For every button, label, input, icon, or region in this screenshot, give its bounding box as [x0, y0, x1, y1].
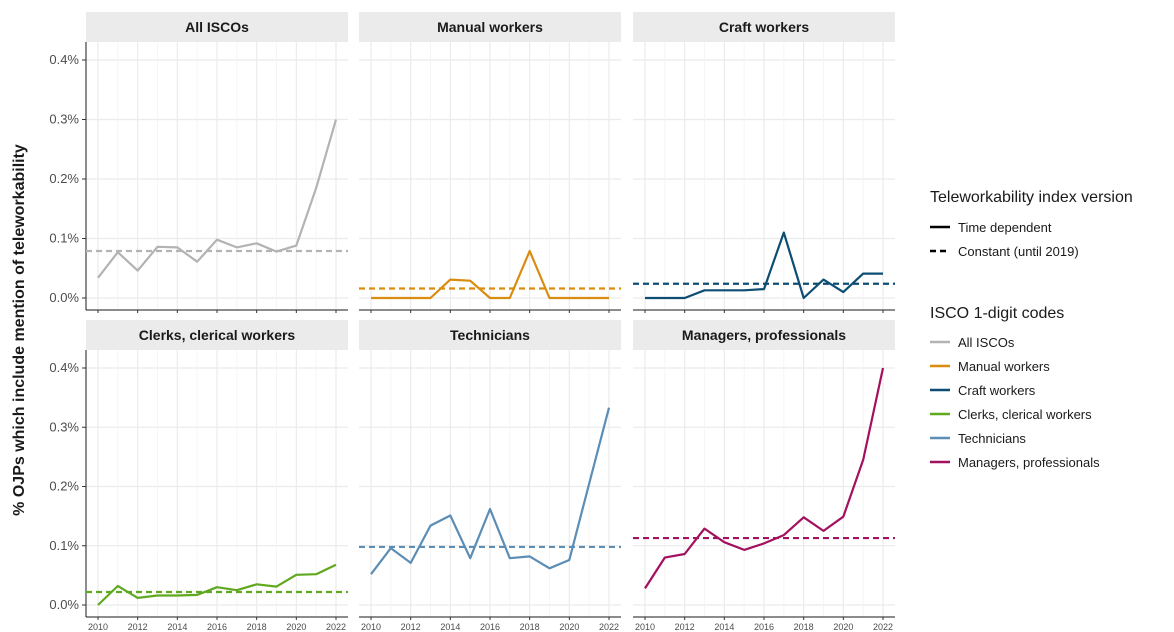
panel: Managers, professionals 2010 2012 2014 2016 2… [633, 320, 895, 632]
x-tick-label: 2016 [754, 622, 774, 632]
x-tick-label: 2016 [207, 622, 227, 632]
x-tick-label: 2020 [833, 622, 853, 632]
legend-title-linetype: Teleworkability index version [930, 189, 1133, 206]
time-dependent-series-line [97, 119, 338, 279]
x-tick-label: 2022 [326, 622, 346, 632]
y-tick-label: 0.0% [49, 597, 79, 612]
y-axis-label: % OJPs which include mention of telework… [11, 144, 28, 516]
panel: Craft workers [633, 12, 895, 313]
panel-strip [633, 12, 895, 42]
panel-strip [86, 320, 348, 350]
time-dependent-series-line [97, 563, 337, 606]
x-tick-label: 2012 [401, 622, 421, 632]
panel: Technicians 2010 2012 2014 2016 2018 2020 2022 [359, 320, 621, 632]
x-tick-label: 2014 [167, 622, 187, 632]
x-tick-label: 2010 [361, 622, 381, 632]
legend-label: Managers, professionals [958, 455, 1100, 470]
y-tick-label: 0.3% [49, 419, 79, 434]
x-tick-label: 2012 [675, 622, 695, 632]
panel-title: Manual workers [437, 19, 543, 35]
legend-label: Technicians [958, 431, 1026, 446]
x-tick-label: 2010 [635, 622, 655, 632]
y-tick-label: 0.1% [49, 538, 79, 553]
x-tick-label: 2014 [440, 622, 460, 632]
y-tick-label: 0.4% [49, 52, 79, 67]
panel-strip [633, 320, 895, 350]
x-tick-label: 2022 [599, 622, 619, 632]
panels: All ISCOs 0.0% 0.1% 0.2% 0.3% 0.4% Manual work… [49, 12, 895, 632]
y-tick-label: 0.1% [49, 231, 79, 246]
legend-label: All ISCOs [958, 335, 1015, 350]
x-tick-label: 2020 [286, 622, 306, 632]
panel-title: Clerks, clerical workers [139, 327, 296, 343]
legend-label: Manual workers [958, 359, 1050, 374]
x-tick-label: 2022 [873, 622, 893, 632]
y-tick-label: 0.0% [49, 290, 79, 305]
y-tick-label: 0.3% [49, 112, 79, 127]
panel-title: Craft workers [719, 19, 809, 35]
x-tick-label: 2012 [128, 622, 148, 632]
panel-title: All ISCOs [185, 19, 249, 35]
panel-strip [86, 12, 348, 42]
x-tick-label: 2016 [480, 622, 500, 632]
time-dependent-series-line [645, 231, 883, 300]
legend: Teleworkability index version Time depend… [930, 189, 1133, 470]
y-tick-label: 0.2% [49, 171, 79, 186]
legend-label: Clerks, clerical workers [958, 407, 1092, 422]
x-tick-label: 2010 [88, 622, 108, 632]
y-tick-label: 0.2% [49, 479, 79, 494]
panel-strip [359, 12, 621, 42]
legend-label: Time dependent [958, 220, 1052, 235]
legend-label: Craft workers [958, 383, 1036, 398]
panel-title: Technicians [450, 327, 530, 343]
time-dependent-series-line [370, 407, 611, 575]
panel-title: Managers, professionals [682, 327, 846, 343]
time-dependent-series-line [371, 249, 609, 300]
panel-strip [359, 320, 621, 350]
x-tick-label: 2018 [794, 622, 814, 632]
x-tick-label: 2018 [520, 622, 540, 632]
x-tick-label: 2018 [247, 622, 267, 632]
time-dependent-series-line [644, 367, 885, 589]
panel: All ISCOs 0.0% 0.1% 0.2% 0.3% 0.4% [49, 12, 348, 313]
y-tick-label: 0.4% [49, 360, 79, 375]
x-tick-label: 2020 [559, 622, 579, 632]
panel: Clerks, clerical workers 0.0% 0.1% 0.2% 0.3%… [49, 320, 348, 632]
panel: Manual workers [359, 12, 621, 313]
legend-title-color: ISCO 1-digit codes [930, 305, 1064, 322]
x-tick-label: 2014 [714, 622, 734, 632]
legend-label: Constant (until 2019) [958, 244, 1079, 259]
